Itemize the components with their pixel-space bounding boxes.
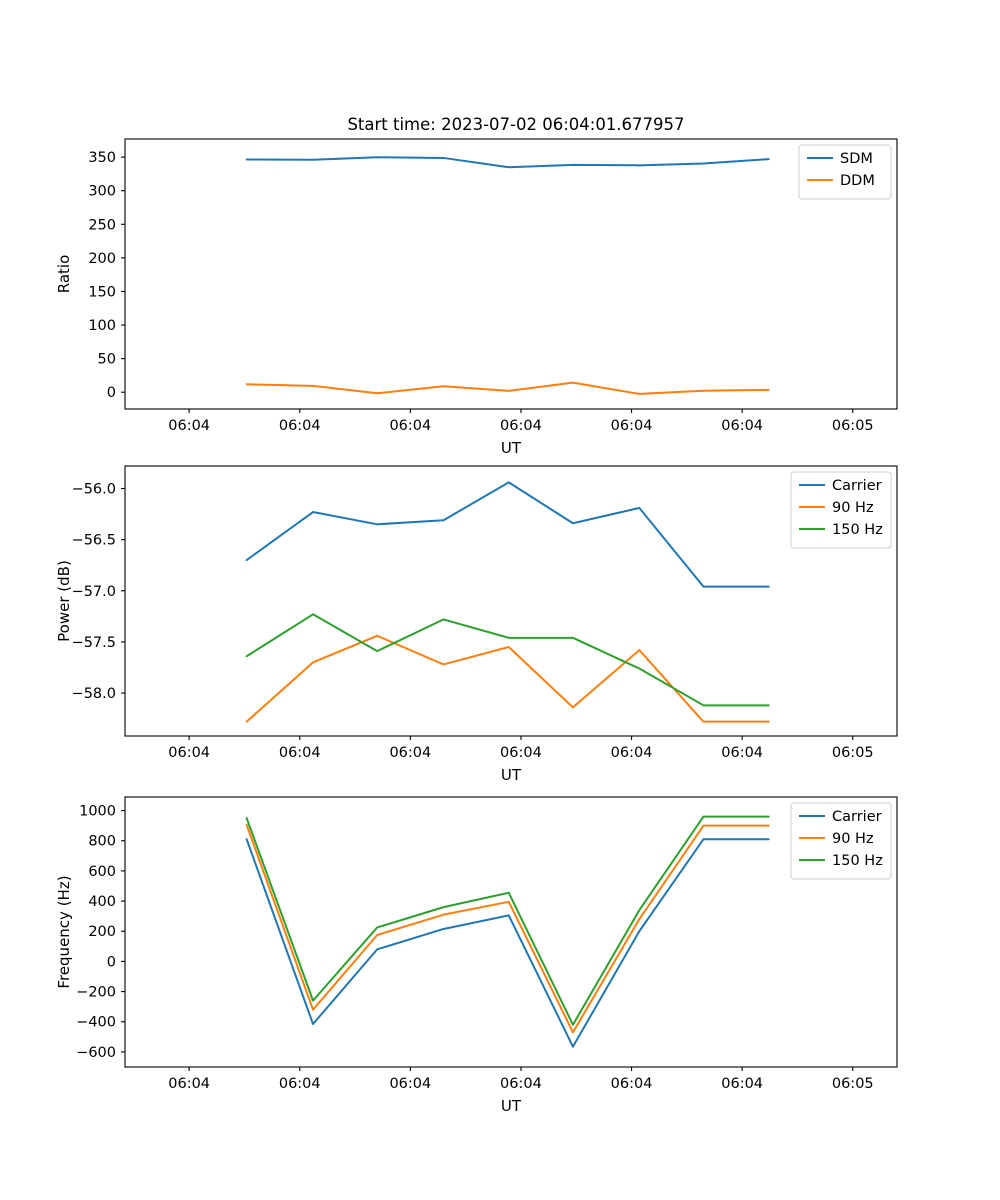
ytick-label-frequency-8: 1000	[79, 804, 116, 820]
ytick-label-ratio-2: 100	[88, 318, 116, 334]
xtick-label-frequency-1: 06:04	[279, 1076, 321, 1092]
series-line-frequency-150-hz	[245, 815, 770, 1026]
ytick-label-frequency-4: 200	[88, 924, 116, 940]
xtick-label-ratio-3: 06:04	[500, 418, 542, 434]
legend-label-frequency-carrier: Carrier	[832, 809, 882, 825]
xtick-label-ratio-6: 06:05	[832, 418, 874, 434]
series-line-power-90-hz	[245, 634, 770, 723]
ytick-label-frequency-5: 400	[88, 894, 116, 910]
series-line-power-150-hz	[245, 613, 770, 707]
xtick-label-frequency-6: 06:05	[832, 1076, 874, 1092]
legend-label-power-90-hz: 90 Hz	[832, 500, 874, 516]
ytick-label-power-4: −58.0	[72, 686, 116, 702]
ytick-label-power-3: −57.5	[72, 635, 116, 651]
subplot-frequency: 06:04 06:04 06:04 06:04 06:04 06:04 06:05 −600 −…	[55, 796, 898, 1115]
xtick-label-power-0: 06:04	[168, 745, 210, 761]
legend-label-power-150-hz: 150 Hz	[832, 522, 883, 538]
xtick-label-ratio-2: 06:04	[389, 418, 431, 434]
subplot-group: 06:04 06:04 06:04 06:04 06:04 06:04 06:05 0 50 10…	[55, 138, 898, 1115]
axes-frame-frequency	[124, 796, 898, 1068]
legend-label-frequency-150-hz: 150 Hz	[832, 853, 883, 869]
xtick-label-frequency-0: 06:04	[168, 1076, 210, 1092]
ylabel-ratio: Ratio	[55, 255, 73, 294]
xtick-label-power-2: 06:04	[389, 745, 431, 761]
xlabel-power: UT	[501, 766, 522, 784]
legend-label-power-carrier: Carrier	[832, 478, 882, 494]
series-line-power-carrier	[245, 481, 770, 588]
ylabel-frequency: Frequency (Hz)	[55, 875, 73, 988]
series-line-ratio-ddm	[245, 381, 770, 395]
xtick-label-power-4: 06:04	[611, 745, 653, 761]
ytick-label-frequency-1: −400	[76, 1015, 116, 1031]
xtick-label-power-1: 06:04	[279, 745, 321, 761]
figure-title: Start time: 2023-07-02 06:04:01.677957	[347, 115, 684, 134]
series-line-frequency-carrier	[245, 838, 770, 1048]
ytick-label-ratio-3: 150	[88, 284, 116, 300]
ylabel-power: Power (dB)	[55, 560, 73, 642]
subplot-power: 06:04 06:04 06:04 06:04 06:04 06:04 06:05 −56.0…	[55, 465, 898, 784]
ytick-label-frequency-7: 800	[88, 834, 116, 850]
xtick-label-ratio-1: 06:04	[279, 418, 321, 434]
ytick-label-frequency-6: 600	[88, 864, 116, 880]
xtick-label-frequency-4: 06:04	[611, 1076, 653, 1092]
legend-label-ratio-ddm: DDM	[840, 173, 875, 189]
xtick-label-frequency-3: 06:04	[500, 1076, 542, 1092]
ytick-label-ratio-0: 0	[107, 385, 116, 401]
xtick-label-frequency-5: 06:04	[721, 1076, 763, 1092]
xtick-label-power-6: 06:05	[832, 745, 874, 761]
subplot-ratio: 06:04 06:04 06:04 06:04 06:04 06:04 06:05 0 50 10…	[55, 138, 898, 457]
ytick-label-ratio-7: 350	[88, 150, 116, 166]
xtick-label-power-5: 06:04	[721, 745, 763, 761]
ytick-label-ratio-5: 250	[88, 217, 116, 233]
ytick-label-frequency-0: −600	[76, 1045, 116, 1061]
series-line-ratio-sdm	[245, 156, 770, 169]
legend-label-ratio-sdm: SDM	[840, 151, 873, 167]
xtick-label-frequency-2: 06:04	[389, 1076, 431, 1092]
legend-label-frequency-90-hz: 90 Hz	[832, 831, 874, 847]
xtick-label-ratio-4: 06:04	[611, 418, 653, 434]
ytick-label-ratio-6: 300	[88, 184, 116, 200]
xlabel-frequency: UT	[501, 1097, 522, 1115]
axes-frame-ratio	[124, 138, 898, 410]
ytick-label-power-2: −57.0	[72, 584, 116, 600]
xtick-label-power-3: 06:04	[500, 745, 542, 761]
xlabel-ratio: UT	[501, 439, 522, 457]
ytick-label-power-1: −56.5	[72, 533, 116, 549]
axes-frame-power	[124, 465, 898, 737]
ytick-label-frequency-2: −200	[76, 985, 116, 1001]
series-line-frequency-90-hz	[245, 823, 770, 1034]
ytick-label-ratio-4: 200	[88, 251, 116, 267]
ytick-label-power-0: −56.0	[72, 482, 116, 498]
ytick-label-frequency-3: 0	[107, 954, 116, 970]
xtick-label-ratio-5: 06:04	[721, 418, 763, 434]
xtick-label-ratio-0: 06:04	[168, 418, 210, 434]
ytick-label-ratio-1: 50	[98, 352, 116, 368]
